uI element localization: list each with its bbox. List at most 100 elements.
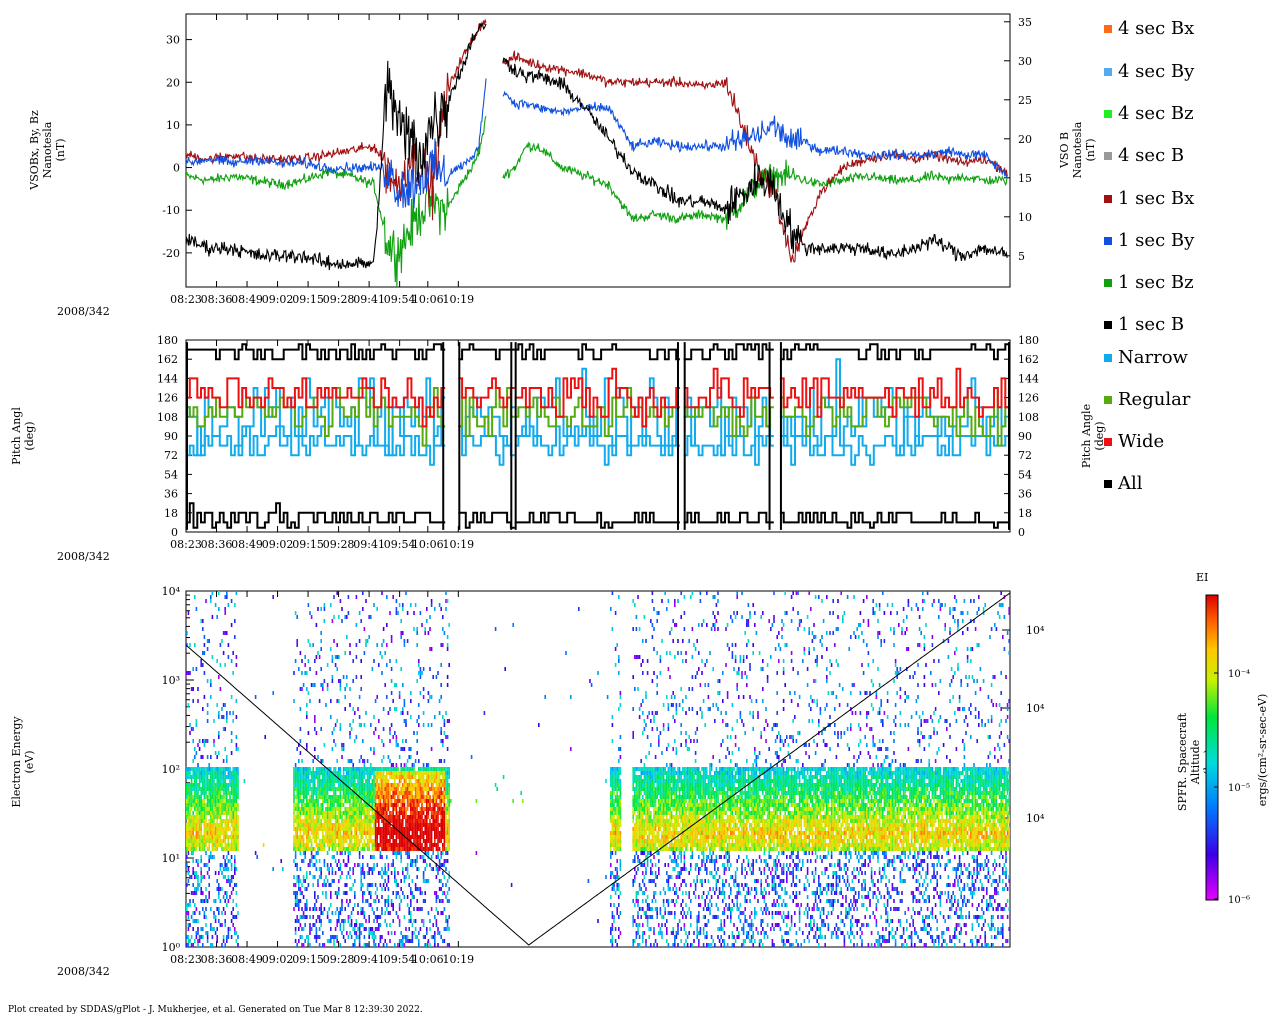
heatmap-cell (218, 827, 220, 831)
heatmap-cell (210, 907, 212, 911)
heatmap-cell (189, 839, 191, 843)
heatmap-cell (202, 935, 204, 939)
heatmap-cell (346, 791, 348, 795)
heatmap-cell (186, 883, 188, 887)
heatmap-cell (653, 627, 655, 631)
heatmap-cell (448, 819, 450, 823)
heatmap-cell (400, 779, 402, 783)
heatmap-cell (422, 807, 425, 811)
heatmap-cell (418, 839, 420, 843)
heatmap-cell (394, 803, 396, 807)
heatmap-cell (394, 795, 396, 799)
heatmap-cell (187, 867, 190, 871)
heatmap-cell (216, 795, 218, 799)
heatmap-cell (400, 619, 402, 623)
heatmap-cell (410, 891, 412, 895)
heatmap-cell (318, 935, 321, 939)
heatmap-cell (339, 911, 342, 915)
heatmap-cell (322, 683, 324, 687)
heatmap-cell (373, 815, 375, 819)
heatmap-cell (314, 659, 316, 663)
heatmap-cell (326, 839, 329, 843)
heatmap-cell (317, 835, 319, 839)
heatmap-cell (331, 843, 334, 847)
heatmap-cell (333, 815, 335, 819)
heatmap-cell (328, 823, 330, 827)
heatmap-cell (442, 823, 444, 827)
heatmap-cell (224, 831, 226, 835)
heatmap-cell (342, 787, 345, 791)
heatmap-cell (653, 835, 655, 839)
heatmap-cell (648, 711, 650, 715)
heatmap-cell (317, 879, 319, 883)
heatmap-cell (651, 623, 654, 627)
heatmap-cell (306, 783, 308, 787)
heatmap-cell (232, 835, 234, 839)
heatmap-cell (376, 887, 378, 891)
heatmap-cell (650, 787, 652, 791)
heatmap-cell (614, 843, 617, 847)
heatmap-cell (638, 799, 641, 803)
heatmap-cell (435, 819, 438, 823)
heatmap-cell (323, 883, 326, 887)
heatmap-cell (411, 931, 414, 935)
heatmap-cell (360, 847, 362, 851)
heatmap-cell (186, 791, 188, 795)
heatmap-cell (307, 839, 310, 843)
heatmap-cell (331, 731, 334, 735)
heatmap-cell (386, 847, 388, 851)
heatmap-cell (373, 803, 375, 807)
heatmap-cell (440, 771, 442, 775)
heatmap-cell (422, 819, 425, 823)
heatmap-cell (384, 903, 386, 907)
heatmap-cell (438, 767, 441, 771)
heatmap-cell (318, 815, 321, 819)
heatmap-cell (306, 839, 308, 843)
heatmap-cell (229, 835, 231, 839)
heatmap-cell (611, 591, 614, 595)
heatmap-cell (368, 915, 370, 919)
heatmap-cell (200, 855, 202, 859)
heatmap-cell (384, 939, 386, 943)
heatmap-cell (373, 935, 375, 939)
heatmap-cell (416, 799, 418, 803)
heatmap-cell (616, 643, 618, 647)
heatmap-cell (653, 843, 655, 847)
heatmap-cell (320, 903, 322, 907)
heatmap-cell (413, 835, 415, 839)
heatmap-cell (398, 831, 401, 835)
heatmap-cell (187, 795, 190, 799)
heatmap-cell (427, 799, 430, 803)
heatmap-cell (299, 779, 302, 783)
heatmap-cell (323, 823, 326, 827)
heatmap-cell (346, 767, 348, 771)
heatmap-cell (358, 927, 361, 931)
heatmap-cell (312, 915, 314, 919)
heatmap-cell (632, 883, 634, 887)
heatmap-cell (346, 683, 348, 687)
heatmap-cell (445, 839, 447, 843)
heatmap-cell (349, 887, 351, 891)
heatmap-cell (619, 803, 622, 807)
heatmap-cell (211, 839, 214, 843)
heatmap-cell (611, 843, 614, 847)
heatmap-cell (643, 775, 646, 779)
heatmap-cell (195, 827, 198, 831)
heatmap-cell (197, 771, 199, 775)
heatmap-cell (190, 875, 193, 879)
heatmap-cell (618, 759, 620, 763)
heatmap-cell (221, 639, 223, 643)
heatmap-cell (640, 775, 642, 779)
heatmap-cell (395, 895, 398, 899)
heatmap-cell (410, 899, 412, 903)
heatmap-cell (307, 823, 310, 827)
heatmap-cell (650, 791, 652, 795)
heatmap-cell (189, 923, 191, 927)
heatmap-cell (232, 719, 234, 723)
heatmap-cell (446, 803, 449, 807)
heatmap-cell (221, 819, 223, 823)
heatmap-cell (186, 903, 188, 907)
heatmap-cell (400, 823, 402, 827)
heatmap-cell (616, 831, 618, 835)
heatmap-cell (398, 847, 401, 851)
